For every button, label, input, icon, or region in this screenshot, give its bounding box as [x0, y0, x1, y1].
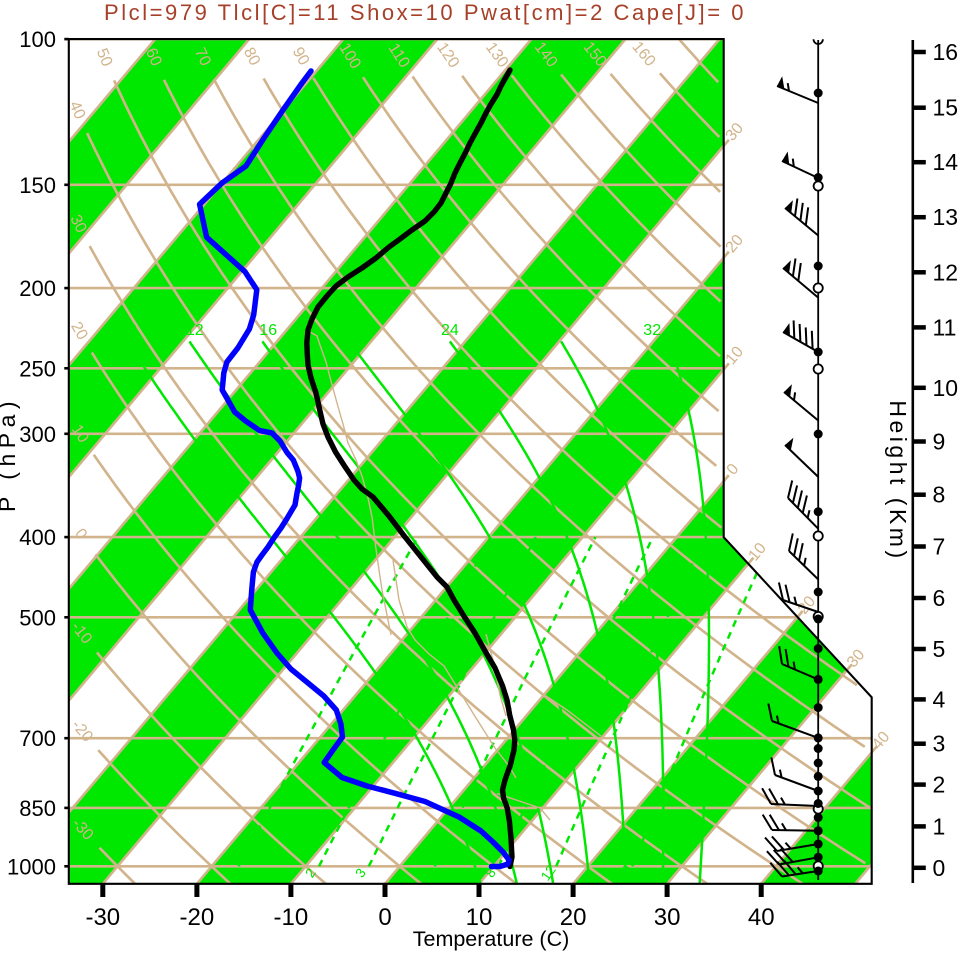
- svg-text:400: 400: [19, 525, 56, 550]
- svg-text:Temperature (C): Temperature (C): [413, 927, 570, 951]
- svg-text:9: 9: [933, 429, 946, 455]
- svg-text:70: 70: [191, 45, 214, 69]
- svg-text:8: 8: [128, 322, 137, 339]
- svg-text:80: 80: [240, 45, 263, 69]
- svg-text:12: 12: [186, 322, 204, 339]
- svg-text:20: 20: [346, 322, 364, 339]
- svg-text:300: 300: [19, 422, 56, 447]
- svg-text:20: 20: [614, 863, 635, 884]
- svg-text:1000: 1000: [7, 854, 56, 879]
- svg-text:150: 150: [19, 173, 56, 198]
- svg-text:Height (Km): Height (Km): [885, 400, 911, 561]
- svg-text:10: 10: [68, 422, 92, 446]
- svg-text:-10: -10: [274, 904, 309, 931]
- svg-text:60: 60: [142, 46, 165, 69]
- svg-text:20: 20: [560, 904, 587, 931]
- svg-text:50: 50: [93, 46, 116, 69]
- svg-text:4: 4: [933, 686, 946, 712]
- svg-text:14: 14: [933, 149, 959, 175]
- svg-text:16: 16: [933, 39, 959, 65]
- svg-text:15: 15: [933, 95, 959, 121]
- svg-text:30: 30: [66, 212, 89, 236]
- svg-text:2: 2: [933, 772, 946, 798]
- svg-text:12: 12: [933, 259, 959, 285]
- svg-text:10: 10: [933, 375, 959, 401]
- svg-text:850: 850: [19, 796, 56, 821]
- svg-text:6: 6: [933, 585, 946, 611]
- svg-text:28: 28: [544, 322, 562, 339]
- svg-text:200: 200: [19, 276, 56, 301]
- svg-text:32: 32: [643, 322, 661, 339]
- svg-text:12: 12: [538, 863, 559, 884]
- svg-text:250: 250: [19, 356, 56, 381]
- svg-text:10: 10: [466, 904, 493, 931]
- svg-text:40: 40: [66, 99, 89, 122]
- svg-text:16: 16: [259, 322, 277, 339]
- svg-text:7: 7: [933, 534, 946, 560]
- svg-text:700: 700: [19, 726, 56, 751]
- svg-text:24: 24: [441, 322, 459, 339]
- svg-text:40: 40: [748, 904, 775, 931]
- svg-text:8: 8: [933, 482, 946, 508]
- svg-text:20: 20: [67, 319, 91, 343]
- svg-text:100: 100: [19, 27, 56, 52]
- svg-text:90: 90: [289, 44, 313, 68]
- svg-text:30: 30: [654, 904, 681, 931]
- svg-text:-20: -20: [180, 904, 215, 931]
- svg-text:3: 3: [933, 731, 946, 757]
- svg-text:Plcl=979 Tlcl[C]=11 Shox=10 Pw: Plcl=979 Tlcl[C]=11 Shox=10 Pwat[cm]=2 C…: [104, 0, 746, 25]
- svg-text:1: 1: [933, 813, 946, 839]
- svg-text:5: 5: [933, 636, 946, 662]
- svg-text:0: 0: [378, 904, 391, 931]
- svg-text:0: 0: [933, 855, 946, 881]
- svg-text:P (hPa): P (hPa): [0, 396, 20, 512]
- svg-text:11: 11: [933, 314, 957, 340]
- svg-text:-30: -30: [85, 904, 120, 931]
- svg-text:500: 500: [19, 605, 56, 630]
- svg-text:13: 13: [933, 204, 959, 230]
